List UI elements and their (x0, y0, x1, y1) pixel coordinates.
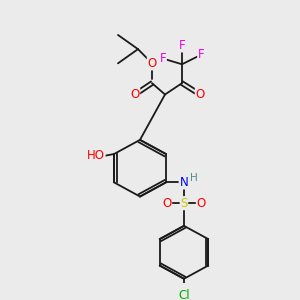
Text: Cl: Cl (178, 289, 190, 300)
Text: O: O (147, 57, 157, 70)
Text: S: S (180, 197, 188, 210)
Text: F: F (160, 52, 166, 65)
Text: H: H (190, 173, 198, 183)
Text: F: F (198, 48, 204, 61)
Text: F: F (179, 39, 185, 52)
Text: O: O (130, 88, 140, 101)
Text: N: N (180, 176, 188, 189)
Text: HO: HO (87, 149, 105, 162)
Text: O: O (162, 197, 172, 210)
Text: O: O (196, 197, 206, 210)
Text: O: O (195, 88, 205, 101)
